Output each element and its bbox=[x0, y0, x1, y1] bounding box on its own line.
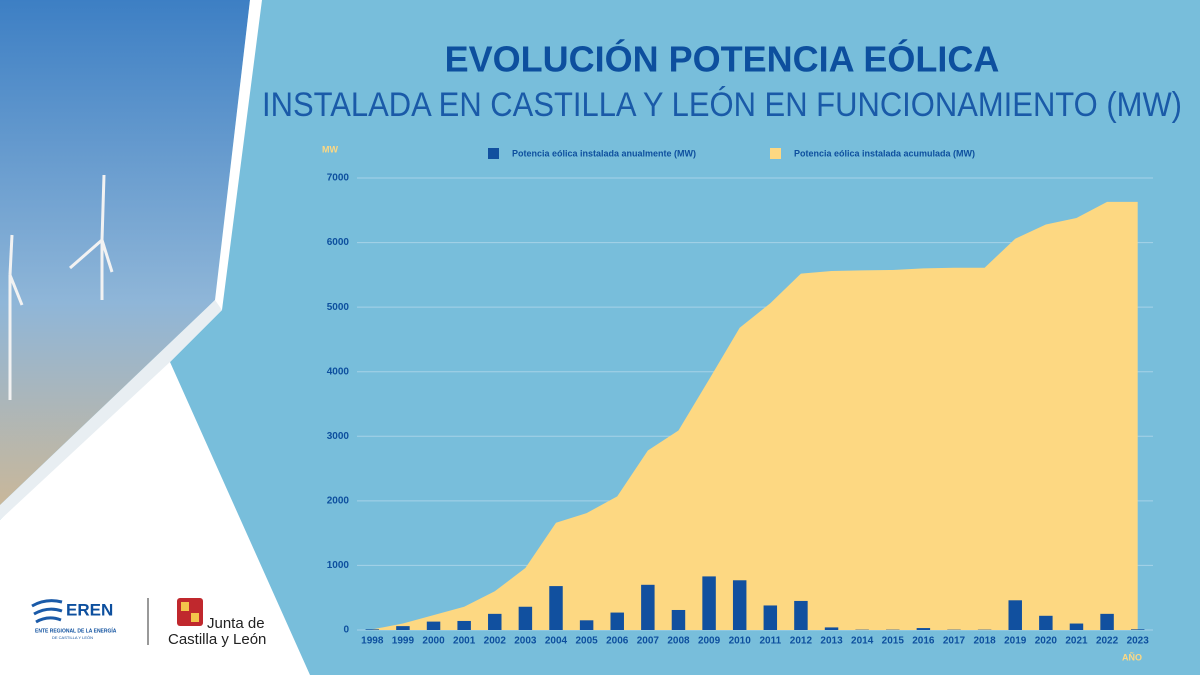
bar bbox=[457, 621, 470, 630]
x-tick-label: 2012 bbox=[790, 636, 813, 647]
x-axis-label: AÑO bbox=[1122, 652, 1142, 662]
bar bbox=[1008, 600, 1021, 630]
bar bbox=[366, 629, 379, 630]
bar bbox=[610, 613, 623, 630]
bar bbox=[427, 622, 440, 630]
junta-text: Castilla y León bbox=[168, 631, 266, 648]
coat-detail bbox=[191, 613, 199, 622]
x-tick-label: 2010 bbox=[729, 636, 752, 647]
y-tick-label: 4000 bbox=[327, 366, 350, 377]
coat-detail bbox=[181, 602, 189, 611]
x-tick-label: 2001 bbox=[453, 636, 476, 647]
x-tick-label: 2002 bbox=[484, 636, 507, 647]
x-tick-label: 2023 bbox=[1127, 636, 1150, 647]
bar bbox=[917, 628, 930, 630]
eren-text: ENTE REGIONAL DE LA ENERGÍA bbox=[35, 626, 117, 634]
x-tick-label: 2008 bbox=[667, 636, 690, 647]
junta-text: Junta de bbox=[207, 615, 265, 632]
bar bbox=[580, 620, 593, 630]
x-tick-label: 2003 bbox=[514, 636, 537, 647]
eren-text: DE CASTILLA Y LEÓN bbox=[52, 635, 93, 640]
x-tick-label: 1998 bbox=[361, 636, 384, 647]
bar bbox=[396, 626, 409, 630]
bar bbox=[672, 610, 685, 630]
x-tick-label: 2007 bbox=[637, 636, 660, 647]
coat-of-arms bbox=[177, 598, 203, 626]
bar bbox=[764, 605, 777, 630]
x-tick-label: 2006 bbox=[606, 636, 629, 647]
bar bbox=[1070, 624, 1083, 630]
title: EVOLUCIÓN POTENCIA EÓLICA bbox=[445, 38, 1000, 80]
x-tick-label: 2018 bbox=[973, 636, 996, 647]
x-tick-label: 2020 bbox=[1035, 636, 1058, 647]
y-tick-label: 1000 bbox=[327, 560, 350, 571]
x-tick-label: 2016 bbox=[912, 636, 935, 647]
x-tick-label: 2022 bbox=[1096, 636, 1119, 647]
x-tick-label: 1999 bbox=[392, 636, 415, 647]
legend-swatch bbox=[770, 148, 781, 159]
y-tick-label: 7000 bbox=[327, 173, 350, 184]
bar bbox=[733, 580, 746, 630]
y-tick-label: 3000 bbox=[327, 431, 350, 442]
y-tick-label: 5000 bbox=[327, 302, 350, 313]
y-axis-label: MW bbox=[322, 144, 338, 154]
bar bbox=[641, 585, 654, 630]
bar bbox=[519, 607, 532, 630]
x-tick-label: 2011 bbox=[759, 636, 781, 647]
subtitle: INSTALADA EN CASTILLA Y LEÓN EN FUNCIONA… bbox=[262, 86, 1182, 124]
bar bbox=[1039, 616, 1052, 630]
bar bbox=[1131, 629, 1144, 630]
x-tick-label: 2014 bbox=[851, 636, 874, 647]
bar bbox=[702, 576, 715, 630]
x-tick-label: 2009 bbox=[698, 636, 721, 647]
x-tick-label: 2021 bbox=[1065, 636, 1088, 647]
legend-label: Potencia eólica instalada acumulada (MW) bbox=[794, 148, 975, 158]
x-tick-label: 2017 bbox=[943, 636, 966, 647]
bar bbox=[825, 627, 838, 630]
x-tick-label: 2005 bbox=[575, 636, 598, 647]
x-tick-label: 2013 bbox=[820, 636, 843, 647]
y-tick-label: 2000 bbox=[327, 495, 350, 506]
bar bbox=[549, 586, 562, 630]
bar bbox=[1100, 614, 1113, 630]
x-tick-label: 2019 bbox=[1004, 636, 1027, 647]
bar bbox=[794, 601, 807, 630]
y-tick-label: 6000 bbox=[327, 237, 350, 248]
x-tick-label: 2004 bbox=[545, 636, 568, 647]
y-tick-label: 0 bbox=[343, 625, 349, 636]
bar bbox=[488, 614, 501, 630]
x-tick-label: 2000 bbox=[422, 636, 445, 647]
eren-logo: EREN bbox=[66, 600, 113, 619]
legend-swatch bbox=[488, 148, 499, 159]
x-tick-label: 2015 bbox=[882, 636, 905, 647]
legend-label: Potencia eólica instalada anualmente (MW… bbox=[512, 148, 696, 158]
